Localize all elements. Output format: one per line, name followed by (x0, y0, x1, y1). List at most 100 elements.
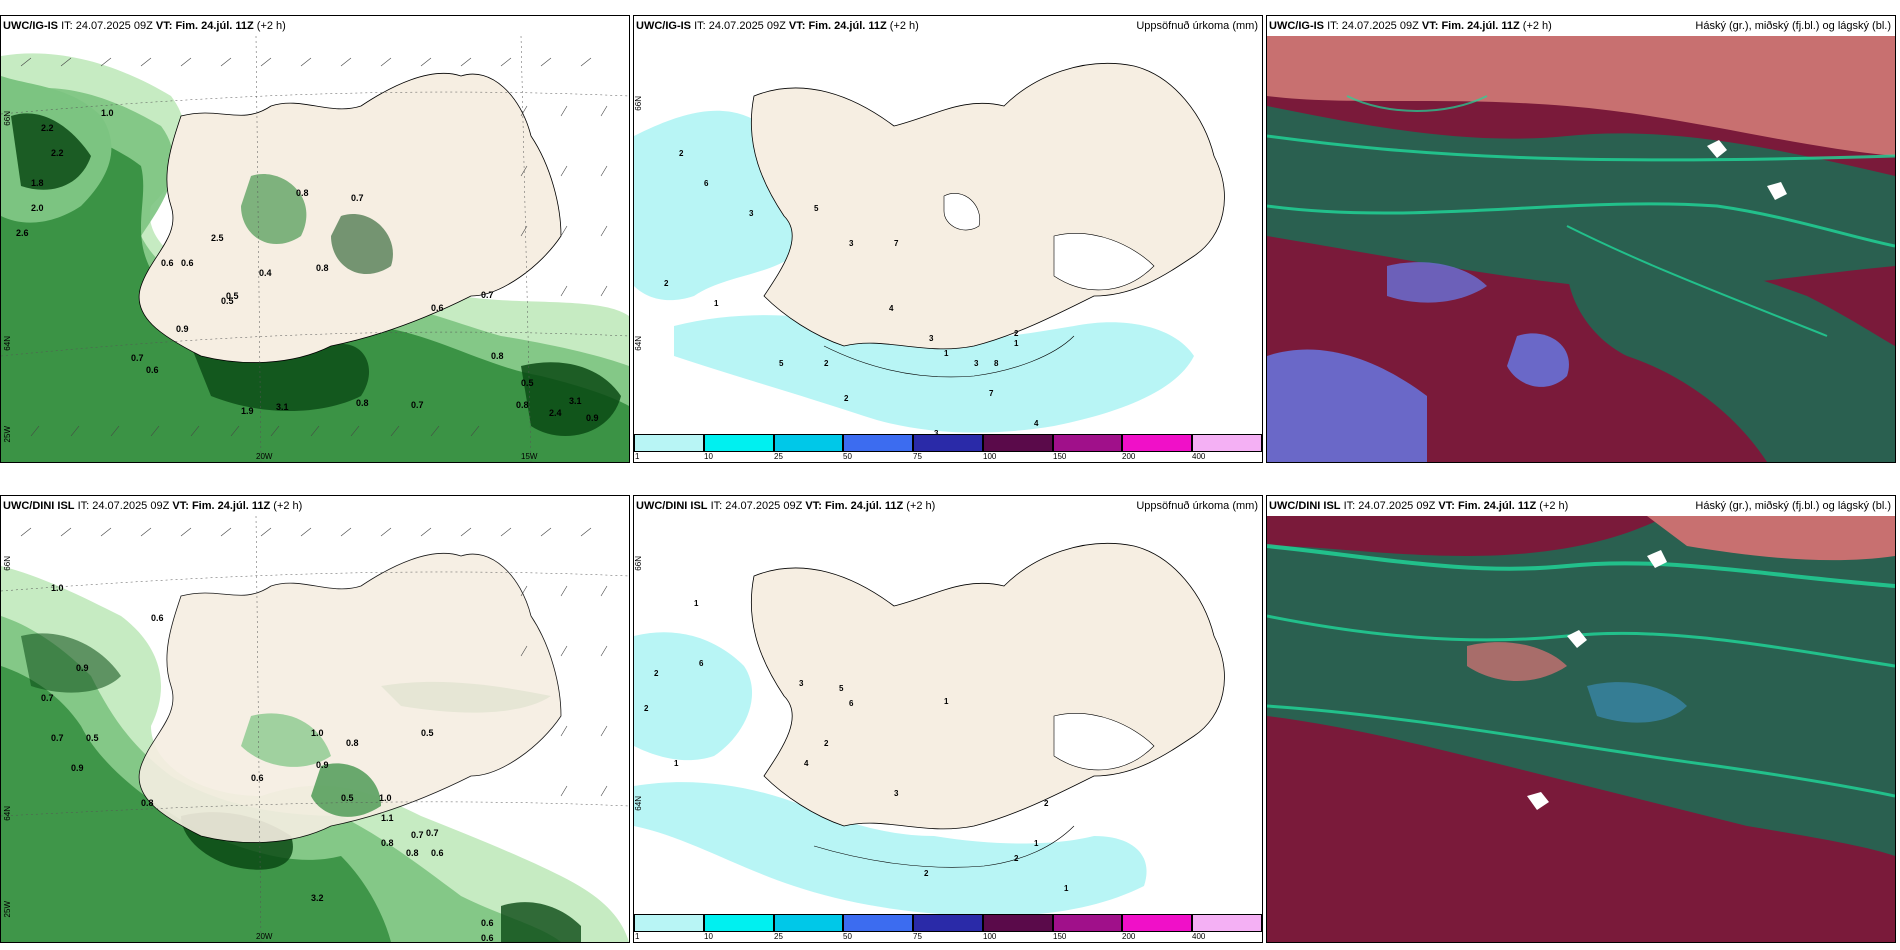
panel-precip-rate-dini: UWC/DINI ISL IT: 24.07.2025 09Z VT: Fim.… (0, 495, 630, 943)
it-label: IT: (1343, 500, 1356, 512)
axis-label-20w: 20W (256, 452, 273, 461)
svg-text:0.7: 0.7 (51, 733, 64, 743)
svg-text:0.8: 0.8 (516, 400, 529, 410)
svg-text:0.8: 0.8 (406, 848, 419, 858)
vt-label: VT: (1438, 500, 1455, 512)
svg-text:2: 2 (679, 149, 684, 158)
panel-accumulated-precip-dini: UWC/DINI ISL IT: 24.07.2025 09Z VT: Fim.… (633, 495, 1263, 943)
vt-value: Fim. 24.júl. 11Z (1441, 20, 1520, 32)
svg-text:2: 2 (924, 869, 929, 878)
vt-value: Fim. 24.júl. 11Z (808, 20, 887, 32)
svg-text:0.6: 0.6 (481, 933, 494, 942)
model-name: UWC/IG-IS (1269, 20, 1324, 32)
svg-text:2.0: 2.0 (31, 203, 44, 213)
vt-label: VT: (788, 20, 806, 32)
svg-text:6: 6 (849, 699, 854, 708)
svg-text:0.8: 0.8 (346, 738, 359, 748)
it-value: 24.07.2025 09Z (92, 500, 170, 512)
svg-text:3: 3 (799, 679, 804, 688)
svg-text:0.9: 0.9 (71, 763, 84, 773)
svg-text:2.4: 2.4 (549, 408, 562, 418)
panel-clouds-igis: UWC/IG-IS IT: 24.07.2025 09Z VT: Fim. 24… (1266, 15, 1896, 463)
svg-text:1.0: 1.0 (379, 793, 392, 803)
panel-header: UWC/IG-IS IT: 24.07.2025 09Z VT: Fim. 24… (634, 16, 1262, 36)
svg-text:0.9: 0.9 (316, 760, 329, 770)
svg-text:1: 1 (694, 599, 699, 608)
it-value: 24.07.2025 09Z (725, 500, 803, 512)
svg-text:3: 3 (749, 209, 754, 218)
it-label: IT: (1327, 20, 1339, 32)
svg-text:0.7: 0.7 (351, 193, 364, 203)
colorbar-tick: 100 (983, 932, 997, 941)
axis-label-66n: 66N (634, 96, 643, 111)
accum-precip-map-svg: 2 1 6 2 3 5 6 1 4 3 2 1 2 2 1 2 1 (634, 516, 1262, 916)
svg-text:7: 7 (989, 389, 994, 398)
svg-text:0.5: 0.5 (226, 291, 239, 301)
vt-value: Fim. 24.júl. 11Z (1457, 500, 1537, 512)
lead-time: (+2 h) (273, 500, 303, 512)
axis-label-66n: 66N (3, 556, 12, 571)
colorbar-tick: 150 (1053, 452, 1067, 461)
svg-text:2: 2 (824, 359, 829, 368)
svg-text:3: 3 (849, 239, 854, 248)
svg-text:0.7: 0.7 (411, 830, 424, 840)
it-value: 24.07.2025 09Z (708, 20, 786, 32)
vt-value: Fim. 24.júl. 11Z (824, 500, 904, 512)
precip-map-svg: 1.0 0.6 0.9 0.7 0.5 0.7 0.9 0.8 0.6 0.5 … (1, 516, 629, 942)
svg-text:2.6: 2.6 (16, 228, 29, 238)
colorbar-box (634, 434, 704, 452)
svg-text:0.8: 0.8 (141, 798, 154, 808)
axis-label-66n: 66N (3, 111, 12, 126)
colorbar: 1 10 25 50 75 100 150 200 400 (634, 434, 1262, 462)
colorbar-box (773, 434, 844, 452)
vt-label: VT: (172, 500, 189, 512)
model-name: UWC/DINI ISL (3, 500, 75, 512)
model-name: UWC/IG-IS (636, 20, 691, 32)
svg-text:0.6: 0.6 (146, 365, 159, 375)
colorbar-tick: 1 (635, 452, 640, 461)
colorbar-box (1052, 434, 1123, 452)
svg-text:0.6: 0.6 (431, 848, 444, 858)
colorbar-box (982, 434, 1053, 452)
svg-text:0.6: 0.6 (251, 773, 264, 783)
panel-clouds-dini: UWC/DINI ISL IT: 24.07.2025 09Z VT: Fim.… (1266, 495, 1896, 943)
colorbar-tick: 75 (913, 452, 922, 461)
svg-text:1.0: 1.0 (101, 108, 114, 118)
svg-text:4: 4 (1034, 419, 1039, 428)
svg-text:3.1: 3.1 (569, 396, 582, 406)
svg-text:5: 5 (779, 359, 784, 368)
panel-title: Háský (gr.), miðský (fj.bl.) og lágský (… (1695, 500, 1891, 512)
colorbar-tick: 400 (1192, 452, 1206, 461)
svg-text:1: 1 (1034, 839, 1039, 848)
axis-label-64n: 64N (3, 806, 12, 821)
accum-precip-map-svg: 2 3 5 6 3 2 1 7 4 3 1 2 5 3 8 2 4 7 3 1 (634, 36, 1262, 436)
svg-text:4: 4 (889, 304, 894, 313)
svg-text:1.1: 1.1 (381, 813, 394, 823)
svg-text:2: 2 (824, 739, 829, 748)
svg-text:1.0: 1.0 (51, 583, 64, 593)
axis-label-64n: 64N (634, 796, 643, 811)
svg-text:0.5: 0.5 (421, 728, 434, 738)
svg-text:0.7: 0.7 (411, 400, 424, 410)
svg-text:3.2: 3.2 (311, 893, 324, 903)
svg-text:0.6: 0.6 (181, 258, 194, 268)
cloud-map-svg (1267, 36, 1895, 462)
colorbar-tick: 50 (843, 932, 852, 941)
colorbar-tick: 10 (704, 932, 713, 941)
svg-text:1.9: 1.9 (241, 406, 254, 416)
colorbar-tick: 25 (774, 932, 783, 941)
svg-text:2.2: 2.2 (41, 123, 54, 133)
colorbar: 1 10 25 50 75 100 150 200 400 (634, 914, 1262, 942)
accum-value-labels: 2 3 5 6 3 2 1 7 4 3 1 2 5 3 8 2 4 7 3 1 (664, 149, 1039, 436)
model-name: UWC/DINI ISL (1269, 500, 1341, 512)
svg-text:2: 2 (1014, 854, 1019, 863)
vt-value: Fim. 24.júl. 11Z (191, 500, 271, 512)
panel-header: UWC/IG-IS IT: 24.07.2025 09Z VT: Fim. 24… (1, 16, 629, 36)
svg-text:0.6: 0.6 (481, 918, 494, 928)
colorbar-box (843, 914, 914, 932)
colorbar-tick: 50 (843, 452, 852, 461)
svg-text:1: 1 (944, 697, 949, 706)
svg-text:2: 2 (844, 394, 849, 403)
svg-text:0.5: 0.5 (521, 378, 534, 388)
svg-text:0.7: 0.7 (481, 290, 494, 300)
